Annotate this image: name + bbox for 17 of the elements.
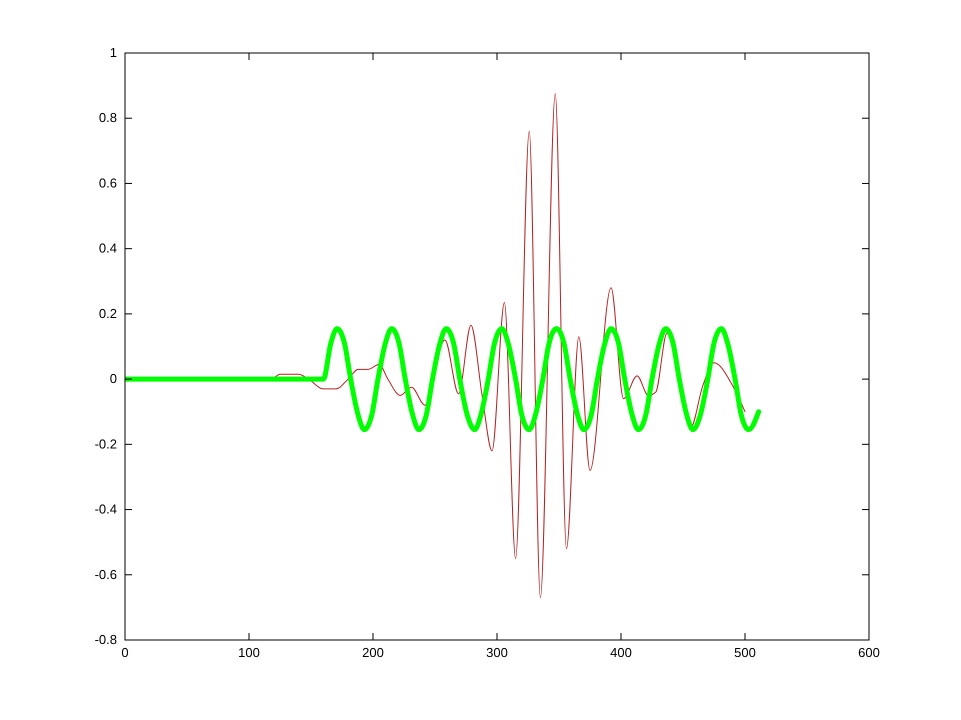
y-tick-label: 0.4 — [98, 240, 117, 256]
y-tick-label: 0.8 — [98, 110, 117, 126]
x-tick-label: 600 — [858, 645, 880, 660]
y-tick-label: 0.6 — [98, 175, 117, 190]
y-tick-label: -0.8 — [94, 632, 117, 647]
x-tick-label: 0 — [121, 645, 129, 660]
x-tick-label: 500 — [734, 645, 756, 660]
x-tick-label: 300 — [486, 645, 508, 660]
y-tick-label: 1 — [110, 45, 117, 60]
x-tick-label: 100 — [238, 645, 260, 660]
y-tick-label: -0.6 — [94, 566, 117, 582]
y-tick-label: 0 — [110, 371, 117, 386]
y-tick-label: 0.2 — [98, 306, 117, 321]
x-tick-label: 200 — [362, 645, 384, 660]
y-tick-label: -0.2 — [94, 436, 117, 452]
x-tick-label: 400 — [610, 645, 632, 660]
y-tick-label: -0.4 — [94, 502, 117, 517]
